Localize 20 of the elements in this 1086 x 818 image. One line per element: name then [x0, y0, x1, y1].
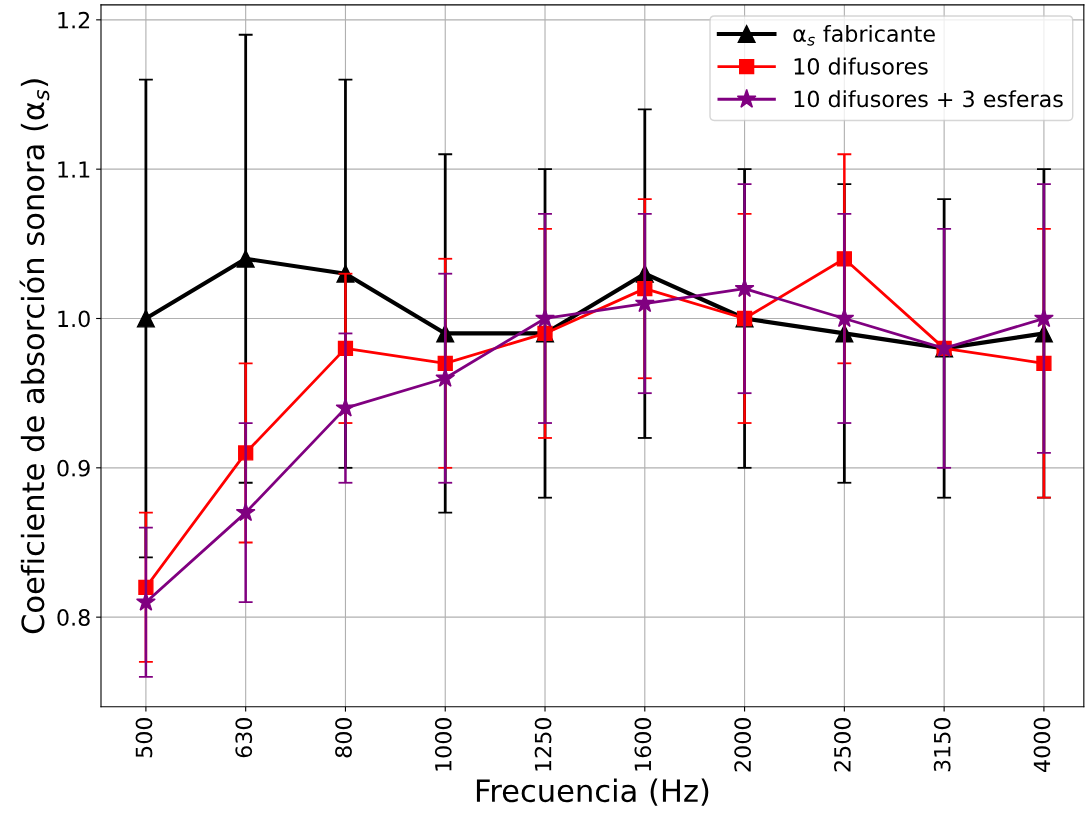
y-tick-label: 1.1	[58, 161, 90, 178]
legend-label: 10 difusores	[794, 57, 928, 75]
legend-label: 10 difusores + 3 esferas	[794, 90, 1063, 108]
x-tick-label: 4000	[1033, 717, 1051, 772]
y-tick-label: 0.9	[57, 459, 90, 477]
x-tick-label: 1000	[434, 717, 452, 771]
x-tick-label: 500	[135, 717, 153, 758]
y-tick-label: 1.0	[58, 310, 90, 328]
y-axis-title: Coeficiente de absorción sonora (α$_{s}$)	[19, 79, 50, 634]
x-tick-label: 800	[335, 717, 352, 758]
x-tick-label: 1600	[634, 717, 652, 771]
x-tick-label: 1250	[534, 717, 552, 771]
x-axis-title: Frecuencia (Hz)	[476, 778, 709, 806]
x-tick-label: 630	[235, 717, 253, 758]
x-tick-label: 2000	[734, 717, 752, 772]
x-tick-label: 2500	[834, 717, 851, 772]
y-tick-label: 1.2	[58, 11, 90, 29]
x-tick-label: 3150	[933, 717, 951, 772]
legend-label: α$_{s}$ fabricante	[793, 24, 935, 46]
y-tick-label: 0.8	[57, 609, 90, 626]
